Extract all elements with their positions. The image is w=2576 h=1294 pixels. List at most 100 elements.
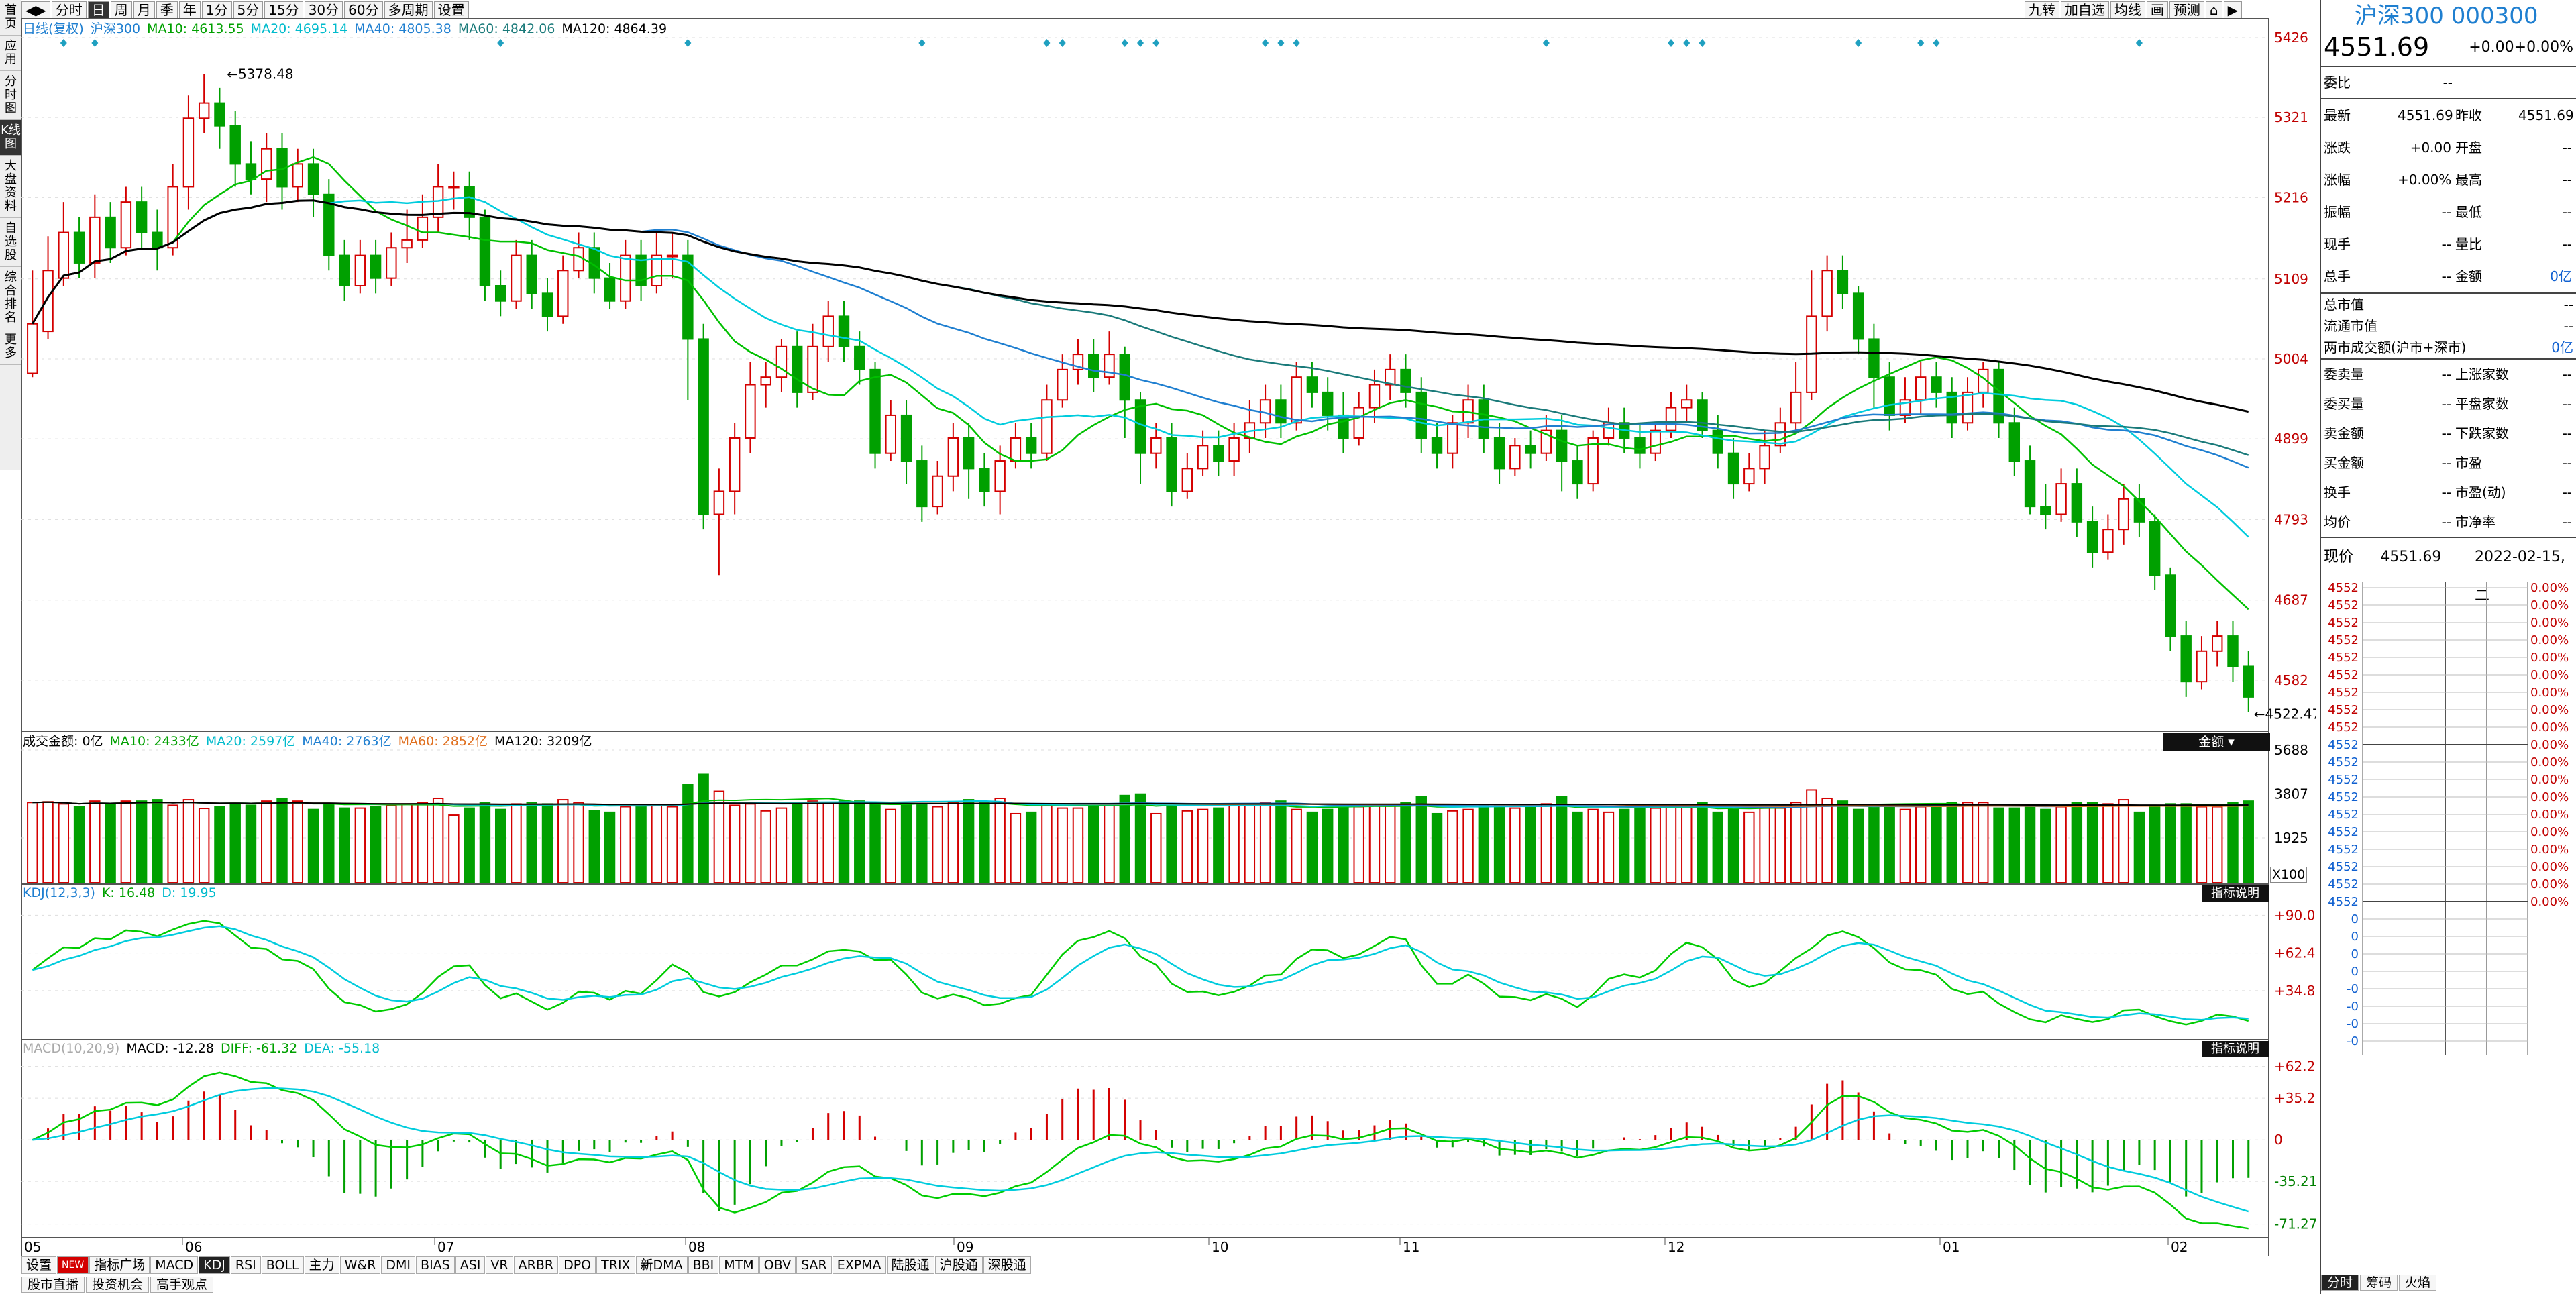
indicator-tab-6[interactable]: BOLL bbox=[261, 1256, 304, 1274]
indicator-tab-18[interactable]: MTM bbox=[719, 1256, 759, 1274]
candle-body[interactable] bbox=[1291, 376, 1302, 424]
candle-body[interactable] bbox=[152, 231, 163, 249]
candle-body[interactable] bbox=[354, 254, 366, 286]
candle-body[interactable] bbox=[713, 490, 725, 515]
candle-body[interactable] bbox=[339, 254, 350, 286]
candle-body[interactable] bbox=[1868, 338, 1880, 378]
candle-body[interactable] bbox=[136, 201, 148, 233]
candle-body[interactable] bbox=[775, 345, 788, 378]
candle-body[interactable] bbox=[1962, 391, 1974, 424]
candle-body[interactable] bbox=[370, 254, 382, 279]
candle-body[interactable] bbox=[1415, 391, 1427, 439]
candle-body[interactable] bbox=[682, 254, 694, 340]
candle-body[interactable] bbox=[167, 186, 178, 249]
candle-body[interactable] bbox=[1931, 376, 1942, 393]
candle-body[interactable] bbox=[1821, 270, 1833, 317]
candle-body[interactable] bbox=[2180, 635, 2192, 683]
indicator-tab-24[interactable]: 深股通 bbox=[983, 1256, 1031, 1274]
period-tab-9[interactable]: 30分 bbox=[304, 1, 343, 19]
candle-body[interactable] bbox=[307, 163, 319, 195]
candle-body[interactable] bbox=[401, 239, 413, 249]
candle-body[interactable] bbox=[900, 414, 912, 462]
kdj-help-button[interactable]: 指标说明 bbox=[2202, 885, 2269, 902]
candle-body[interactable] bbox=[2212, 635, 2223, 652]
candle-body[interactable] bbox=[2149, 521, 2161, 576]
candle-body[interactable] bbox=[1634, 437, 1646, 454]
candle-body[interactable] bbox=[1525, 445, 1536, 454]
period-tab-1[interactable]: 日 bbox=[87, 1, 109, 19]
candle-body[interactable] bbox=[1166, 437, 1177, 492]
indicator-tab-17[interactable]: BBI bbox=[688, 1256, 719, 1274]
candle-body[interactable] bbox=[2008, 422, 2021, 462]
candle-body[interactable] bbox=[261, 148, 272, 180]
indicator-tab-10[interactable]: BIAS bbox=[416, 1256, 455, 1274]
period-tab-8[interactable]: 15分 bbox=[264, 1, 303, 19]
indicator-tab-22[interactable]: 陆股通 bbox=[886, 1256, 934, 1274]
candle-body[interactable] bbox=[1197, 445, 1209, 470]
side-tab-4[interactable]: 大盘资料 bbox=[0, 156, 21, 218]
period-tab-12[interactable]: 设置 bbox=[433, 1, 469, 19]
candle-body[interactable] bbox=[1228, 437, 1240, 462]
candle-body[interactable] bbox=[557, 270, 569, 317]
candle-body[interactable] bbox=[105, 216, 116, 249]
candle-body[interactable] bbox=[1993, 368, 2004, 424]
indicator-tab-11[interactable]: ASI bbox=[455, 1256, 486, 1274]
candle-body[interactable] bbox=[1493, 437, 1505, 470]
candle-body[interactable] bbox=[854, 345, 865, 370]
candle-body[interactable] bbox=[479, 216, 491, 286]
candle-body[interactable] bbox=[994, 460, 1006, 492]
home-icon[interactable]: ⌂ bbox=[2205, 1, 2222, 19]
candle-body[interactable] bbox=[526, 254, 537, 294]
candle-body[interactable] bbox=[1385, 368, 1396, 386]
candle-body[interactable] bbox=[651, 254, 663, 286]
candle-body[interactable] bbox=[1041, 399, 1053, 454]
candle-body[interactable] bbox=[1915, 376, 1927, 401]
period-tab-7[interactable]: 5分 bbox=[233, 1, 264, 19]
candle-body[interactable] bbox=[1681, 399, 1693, 409]
candle-body[interactable] bbox=[1852, 292, 1864, 340]
indicator-tab-12[interactable]: VR bbox=[486, 1256, 513, 1274]
candle-body[interactable] bbox=[89, 216, 101, 264]
candle-body[interactable] bbox=[182, 117, 195, 188]
candle-body[interactable] bbox=[245, 163, 257, 180]
candle-body[interactable] bbox=[1727, 452, 1739, 485]
candle-body[interactable] bbox=[916, 460, 928, 508]
indicator-tab-14[interactable]: DPO bbox=[559, 1256, 596, 1274]
candle-body[interactable] bbox=[27, 323, 38, 374]
indicator-tab-19[interactable]: OBV bbox=[759, 1256, 796, 1274]
side-tab-5[interactable]: 自选股 bbox=[0, 218, 21, 267]
candle-body[interactable] bbox=[417, 216, 429, 241]
candle-body[interactable] bbox=[292, 163, 303, 188]
indicator-tab-0[interactable]: 设置 bbox=[21, 1256, 57, 1274]
candle-body[interactable] bbox=[2086, 521, 2098, 553]
candle-body[interactable] bbox=[2196, 650, 2208, 683]
candle-body[interactable] bbox=[807, 345, 818, 393]
candle-body[interactable] bbox=[1587, 437, 1599, 485]
indicator-tab-16[interactable]: 新DMA bbox=[635, 1256, 688, 1274]
macd-help-button[interactable]: 指标说明 bbox=[2202, 1041, 2269, 1057]
candle-body[interactable] bbox=[1509, 445, 1521, 470]
indicator-tab-5[interactable]: RSI bbox=[230, 1256, 261, 1274]
candle-body[interactable] bbox=[432, 186, 444, 218]
candle-body[interactable] bbox=[822, 315, 834, 347]
tool-4[interactable]: 预测 bbox=[2169, 1, 2204, 19]
side-tab-2[interactable]: 分时图 bbox=[0, 71, 21, 120]
candle-body[interactable] bbox=[1057, 368, 1068, 401]
candle-body[interactable] bbox=[932, 475, 943, 508]
candle-body[interactable] bbox=[494, 284, 506, 302]
candle-body[interactable] bbox=[448, 186, 460, 189]
candle-body[interactable] bbox=[214, 102, 225, 127]
bottom-right-tab-2[interactable]: 火焰 bbox=[2399, 1275, 2437, 1291]
period-tab-6[interactable]: 1分 bbox=[201, 1, 232, 19]
side-tab-7[interactable]: 更多 bbox=[0, 329, 21, 365]
candle-body[interactable] bbox=[2102, 529, 2114, 553]
volume-mode-button[interactable]: 金额 ▾ bbox=[2163, 733, 2270, 751]
candle-body[interactable] bbox=[464, 186, 475, 218]
candle-body[interactable] bbox=[1306, 376, 1318, 393]
candle-body[interactable] bbox=[511, 254, 522, 302]
candle-body[interactable] bbox=[1181, 468, 1193, 492]
candle-body[interactable] bbox=[386, 247, 397, 279]
indicator-tab-23[interactable]: 沪股通 bbox=[934, 1256, 983, 1274]
indicator-tab-2[interactable]: 指标广场 bbox=[89, 1256, 150, 1274]
tool-0[interactable]: 九转 bbox=[2024, 1, 2059, 19]
